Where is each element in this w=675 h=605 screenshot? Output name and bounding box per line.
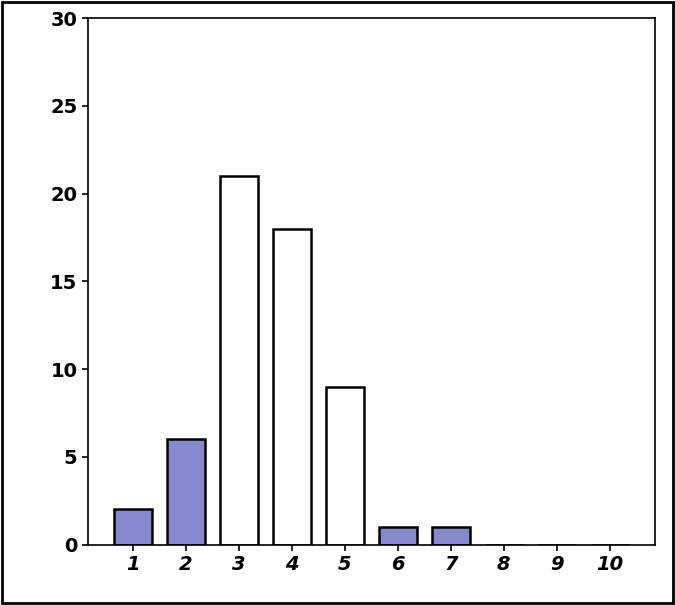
Bar <box>379 527 417 544</box>
Bar <box>219 176 258 544</box>
Bar <box>113 509 152 544</box>
Bar <box>432 527 470 544</box>
Bar <box>325 387 364 544</box>
Bar <box>167 439 205 544</box>
Bar <box>273 229 311 544</box>
